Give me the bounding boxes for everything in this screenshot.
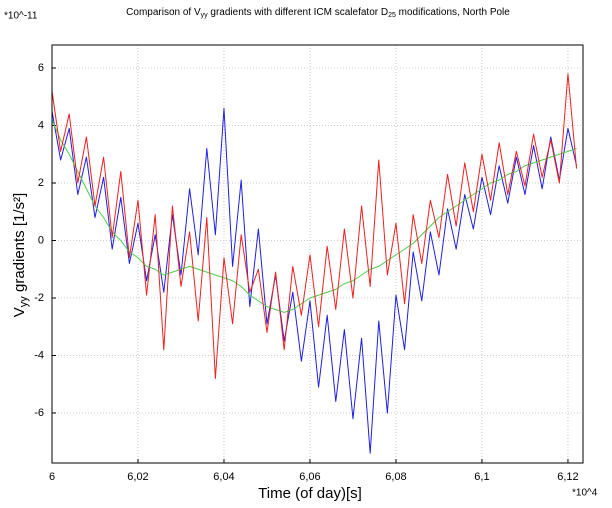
y-tick-label: 0 [38, 234, 44, 246]
x-scale-label: *10^4 [572, 488, 598, 499]
y-tick-label: 6 [38, 62, 44, 74]
x-tick-label: 6,04 [213, 471, 234, 483]
y-tick-label: -2 [34, 292, 44, 304]
title-part: modifications, North Pole [396, 7, 510, 18]
title-part: Comparison of V [126, 7, 201, 18]
x-axis-label: Time (of day)[s] [258, 485, 362, 502]
series-line [51, 73, 578, 379]
x-tick-label: 6,02 [127, 471, 148, 483]
x-tick-label: 6 [49, 471, 55, 483]
x-tick-label: 6,12 [557, 471, 578, 483]
y-tick-label: 4 [38, 119, 44, 131]
x-tick-label: 6,08 [385, 471, 406, 483]
y-tick-label: -6 [34, 407, 44, 419]
x-tick-label: 6,06 [299, 471, 320, 483]
x-tick-label: 6,1 [474, 471, 489, 483]
series-line [51, 119, 577, 313]
y-label-part: gradients [1/s²] [11, 193, 28, 296]
title-part: 25 [388, 12, 396, 19]
y-axis-label: Vyy gradients [1/s²] [11, 193, 30, 317]
chart-title: Comparison of Vyy gradients with differe… [126, 7, 510, 19]
y-label-part: yy [18, 296, 30, 308]
y-tick-label: -4 [34, 349, 44, 361]
title-part: yy [201, 12, 209, 19]
title-part: gradients with different ICM scalefator … [208, 7, 388, 18]
y-tick-label: 2 [38, 177, 44, 189]
series-line [51, 107, 578, 454]
y-scale-label: *10^-11 [4, 11, 38, 22]
plot-frame [51, 44, 584, 464]
y-label-part: V [11, 307, 28, 317]
